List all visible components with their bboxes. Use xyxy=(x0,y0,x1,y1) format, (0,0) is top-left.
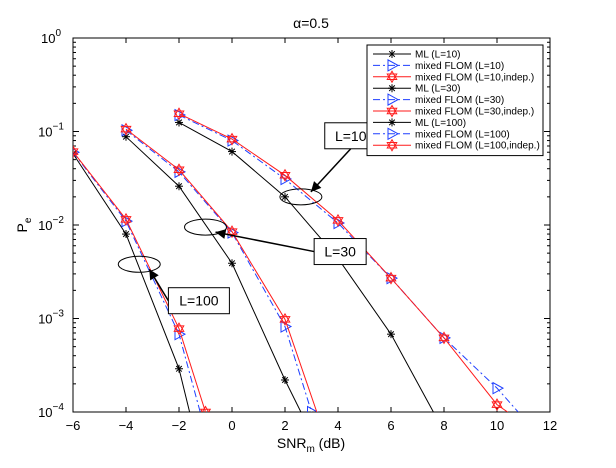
legend-entry: mixed FLOM (L=10) xyxy=(373,59,504,72)
annotation-ellipse xyxy=(184,218,227,236)
data-point xyxy=(387,330,395,339)
annotation-box xyxy=(167,287,230,315)
series-line xyxy=(73,153,191,412)
annotation-arrowhead xyxy=(149,269,159,281)
annotation-arrowhead xyxy=(310,181,322,192)
x-tick-label: −6 xyxy=(66,418,81,433)
x-tick-label: 12 xyxy=(543,418,557,433)
data-point xyxy=(438,331,450,345)
data-point xyxy=(175,364,183,373)
data-point xyxy=(122,230,130,239)
annotation-label: L=10 xyxy=(335,128,367,144)
annotation-arrow xyxy=(215,231,315,253)
data-point xyxy=(332,213,344,227)
y-tick-label: 10−3 xyxy=(38,309,64,327)
legend-label: mixed FLOM (L=10) xyxy=(415,61,504,72)
legend: ML (L=10)mixed FLOM (L=10)mixed FLOM (L=… xyxy=(366,44,544,157)
data-point xyxy=(173,107,185,121)
legend-marker xyxy=(386,104,398,118)
y-tick-label: 100 xyxy=(41,28,61,46)
annotation-l=30: L=30 xyxy=(184,218,367,266)
y-axis-label: Pe xyxy=(14,217,34,232)
chart-title: α=0.5 xyxy=(293,15,329,31)
series-layer xyxy=(73,107,519,412)
legend-marker xyxy=(387,59,400,72)
data-point xyxy=(226,225,238,239)
legend-marker xyxy=(388,50,396,58)
data-point xyxy=(307,405,319,412)
data-point xyxy=(173,322,185,336)
legend-label: mixed FLOM (L=10,indep.) xyxy=(415,72,534,83)
legend-marker xyxy=(388,84,396,93)
data-point xyxy=(73,145,79,159)
data-point xyxy=(279,312,291,326)
legend-entry: ML (L=30) xyxy=(373,84,460,95)
legend-entry: mixed FLOM (L=10,indep.) xyxy=(373,70,534,84)
x-tick-label: 4 xyxy=(334,418,341,433)
legend-label: ML (L=30) xyxy=(415,84,460,95)
series-line xyxy=(178,122,434,412)
legend-label: mixed FLOM (L=100) xyxy=(415,129,510,140)
data-point xyxy=(281,375,289,384)
data-point xyxy=(281,192,289,201)
data-point xyxy=(385,271,397,285)
legend-entry: mixed FLOM (L=30,indep.) xyxy=(373,104,534,118)
series-line xyxy=(125,128,318,412)
legend-label: mixed FLOM (L=30) xyxy=(415,95,504,106)
ticks-layer: −6 −4 −2 0 2 4 6 8 10 12 100 10−1 10−2 10−3 10−4 xyxy=(38,28,557,433)
legend-label: ML (L=100) xyxy=(415,118,466,129)
data-point xyxy=(175,182,183,191)
x-tick-label: 2 xyxy=(281,418,288,433)
legend-entry: ML (L=100) xyxy=(373,118,466,129)
x-tick-label: 6 xyxy=(387,418,394,433)
x-tick-label: 10 xyxy=(490,418,504,433)
legend-marker xyxy=(387,93,400,106)
legend-entry: ML (L=10) xyxy=(373,50,460,61)
series-6 xyxy=(73,149,191,412)
data-point xyxy=(228,259,236,268)
annotation-ellipse xyxy=(117,255,161,273)
x-tick-label: 8 xyxy=(440,418,447,433)
series-3 xyxy=(122,132,302,412)
data-point xyxy=(491,398,503,412)
legend-entry: mixed FLOM (L=30) xyxy=(373,93,504,106)
annotation-ellipse xyxy=(279,188,323,206)
legend-label: mixed FLOM (L=30,indep.) xyxy=(415,107,534,118)
x-axis-label: SNRm (dB) xyxy=(277,435,345,455)
legend-marker xyxy=(388,118,396,127)
data-point xyxy=(199,405,212,412)
annotation-label: L=100 xyxy=(179,293,219,309)
y-tick-label: 10−4 xyxy=(38,402,64,420)
data-point xyxy=(173,163,185,177)
data-point xyxy=(279,168,291,182)
legend-marker xyxy=(386,70,398,84)
legend-marker xyxy=(387,127,400,141)
y-tick-label: 10−2 xyxy=(38,215,64,233)
data-point xyxy=(226,132,238,146)
legend-entry: mixed FLOM (L=100) xyxy=(373,127,510,141)
legend-entry: mixed FLOM (L=100,indep.) xyxy=(373,138,540,152)
data-point xyxy=(175,118,183,127)
series-5 xyxy=(120,122,318,412)
data-point xyxy=(492,381,505,395)
annotation-label: L=30 xyxy=(324,244,356,260)
legend-marker xyxy=(386,138,398,152)
annotation-arrowhead xyxy=(215,229,227,239)
data-point xyxy=(228,147,236,156)
data-point xyxy=(120,212,132,226)
annotation-l=100: L=100 xyxy=(117,255,230,315)
data-point xyxy=(120,122,132,136)
x-tick-label: −2 xyxy=(172,418,187,433)
x-tick-label: −4 xyxy=(119,418,134,433)
legend-label: ML (L=10) xyxy=(415,50,460,61)
x-tick-label: 0 xyxy=(228,418,235,433)
y-tick-label: 10−1 xyxy=(38,122,64,140)
series-line xyxy=(125,129,312,412)
legend-label: mixed FLOM (L=100,indep.) xyxy=(415,141,540,152)
